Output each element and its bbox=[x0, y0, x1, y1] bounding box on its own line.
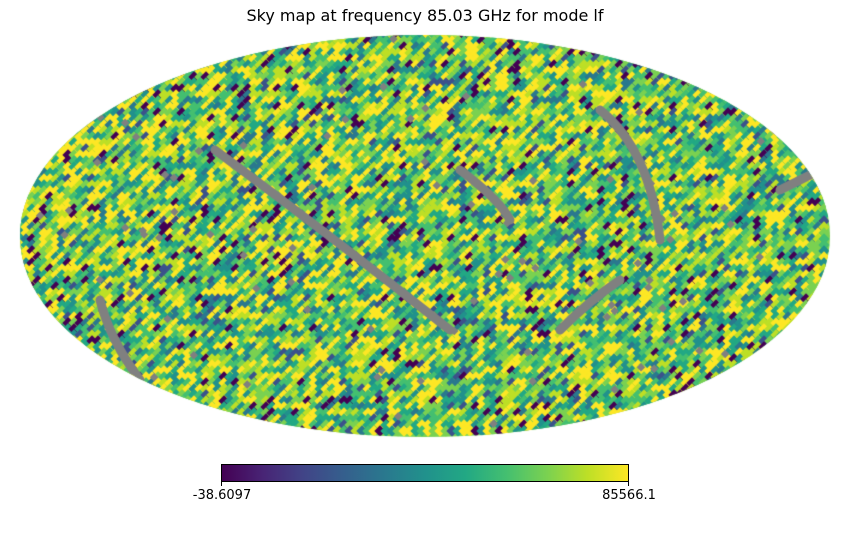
mollweide-sky-map bbox=[0, 32, 850, 442]
colorbar-min-label: -38.6097 bbox=[192, 488, 252, 503]
colorbar-max-label: 85566.1 bbox=[602, 488, 656, 503]
chart-title: Sky map at frequency 85.03 GHz for mode … bbox=[246, 6, 604, 25]
colorbar bbox=[221, 464, 629, 482]
colorbar-min-tick bbox=[221, 481, 222, 486]
colorbar-max-tick bbox=[628, 481, 629, 486]
